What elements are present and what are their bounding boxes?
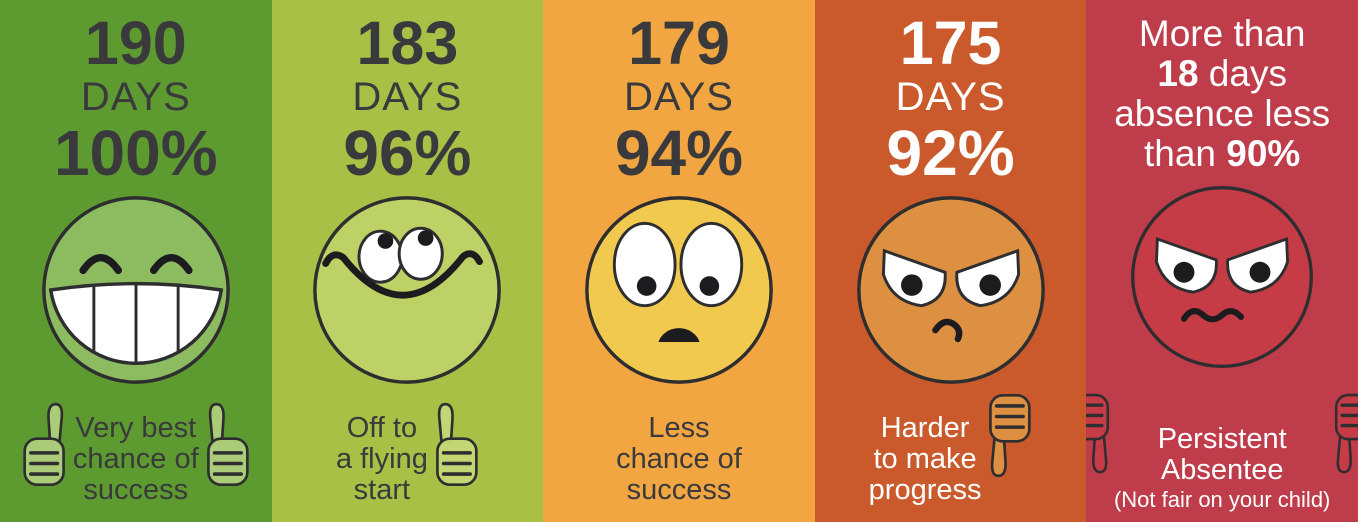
panel-header: More than 18 days absence less than 90% <box>1086 14 1358 174</box>
attendance-percent: 100% <box>53 117 218 189</box>
caption-text: Harder to make progress <box>868 412 982 506</box>
caption-text: Persistent Absentee (Not fair on your ch… <box>1113 423 1331 512</box>
header-line: More than <box>1138 13 1306 54</box>
attendance-percent: 92% <box>886 117 1015 189</box>
days-number: 183 <box>356 9 459 77</box>
caption-text: Less chance of success <box>616 412 742 506</box>
days-word: DAYS <box>80 75 191 119</box>
thumbs-down-icon <box>1086 390 1112 478</box>
days-number: 179 <box>628 9 730 77</box>
panel-179-days: 179 DAYS 94% Less chance of success <box>543 0 815 522</box>
thumbs-down-icon <box>1332 390 1358 478</box>
panel-header: 179 DAYS 94% <box>543 9 815 189</box>
header-line: 18 days <box>1157 53 1287 94</box>
caption-text: Very best chance of success <box>72 412 199 506</box>
smiling-face-icon <box>313 196 502 384</box>
days-word: DAYS <box>895 75 1006 119</box>
caption-text: Off to a flying start <box>335 412 428 506</box>
days-number: 175 <box>899 9 1002 77</box>
surprised-face-icon <box>585 196 773 384</box>
days-word: DAYS <box>352 75 463 119</box>
panel-persistent-absentee: More than 18 days absence less than 90% … <box>1086 0 1358 522</box>
days-number: 190 <box>84 9 187 77</box>
panel-header: 190 DAYS 100% <box>0 9 272 189</box>
panel-183-days: 183 DAYS 96% Off to a flying start <box>271 0 544 522</box>
caption-note: (Not fair on your child) <box>1113 487 1331 512</box>
thumbs-up-icon <box>433 398 479 490</box>
panel-header: 175 DAYS 92% <box>815 9 1087 189</box>
thumbs-up-icon <box>22 398 68 490</box>
attendance-percent: 96% <box>343 117 472 189</box>
attendance-percent: 94% <box>614 117 744 189</box>
thumbs-down-icon <box>986 390 1032 482</box>
angry-face-icon <box>1131 186 1314 368</box>
panel-header: 183 DAYS 96% <box>272 9 544 189</box>
header-line: absence less <box>1114 93 1331 134</box>
panel-190-days: 190 DAYS 100% Very best chance of succes… <box>0 0 272 522</box>
panel-caption: Very best chance of success <box>0 398 272 506</box>
panel-caption: Persistent Absentee (Not fair on your ch… <box>1086 390 1358 512</box>
angry-face-icon <box>856 196 1045 384</box>
big-grin-smiley-face-icon <box>41 196 230 384</box>
panel-caption: Off to a flying start <box>272 398 544 506</box>
panel-caption: Less chance of success <box>543 413 815 506</box>
days-word: DAYS <box>624 75 734 119</box>
panel-caption: Harder to make progress <box>815 390 1087 506</box>
thumbs-up-icon <box>204 398 250 490</box>
panel-175-days: 175 DAYS 92% Harder to make progress <box>814 0 1087 522</box>
header-line: than 90% <box>1143 133 1301 174</box>
